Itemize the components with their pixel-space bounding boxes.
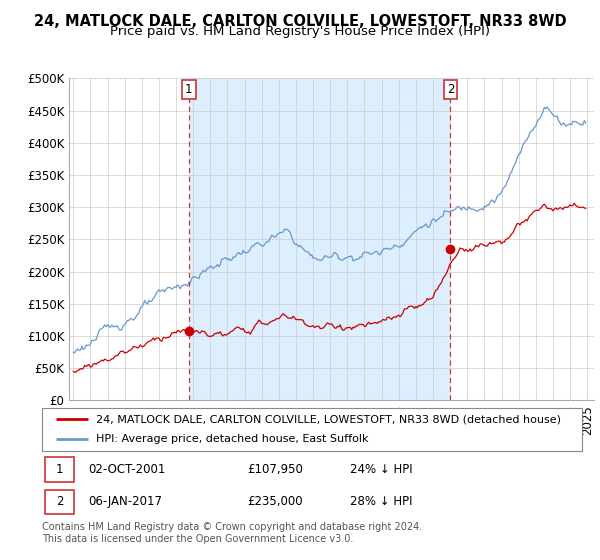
Text: 1: 1 bbox=[56, 463, 64, 476]
Text: 06-JAN-2017: 06-JAN-2017 bbox=[88, 496, 162, 508]
Text: Contains HM Land Registry data © Crown copyright and database right 2024.
This d: Contains HM Land Registry data © Crown c… bbox=[42, 522, 422, 544]
Bar bbox=[189, 78, 451, 400]
Text: 28% ↓ HPI: 28% ↓ HPI bbox=[350, 496, 412, 508]
Text: 1: 1 bbox=[185, 83, 193, 96]
FancyBboxPatch shape bbox=[45, 489, 74, 514]
Text: 2: 2 bbox=[56, 496, 64, 508]
Text: £107,950: £107,950 bbox=[247, 463, 303, 476]
FancyBboxPatch shape bbox=[42, 408, 582, 451]
Text: Price paid vs. HM Land Registry's House Price Index (HPI): Price paid vs. HM Land Registry's House … bbox=[110, 25, 490, 38]
Text: 24, MATLOCK DALE, CARLTON COLVILLE, LOWESTOFT, NR33 8WD (detached house): 24, MATLOCK DALE, CARLTON COLVILLE, LOWE… bbox=[96, 414, 561, 424]
Text: £235,000: £235,000 bbox=[247, 496, 303, 508]
Text: HPI: Average price, detached house, East Suffolk: HPI: Average price, detached house, East… bbox=[96, 434, 368, 444]
Text: 24, MATLOCK DALE, CARLTON COLVILLE, LOWESTOFT, NR33 8WD: 24, MATLOCK DALE, CARLTON COLVILLE, LOWE… bbox=[34, 14, 566, 29]
Text: 2: 2 bbox=[447, 83, 454, 96]
Text: 02-OCT-2001: 02-OCT-2001 bbox=[88, 463, 165, 476]
Text: 24% ↓ HPI: 24% ↓ HPI bbox=[350, 463, 412, 476]
FancyBboxPatch shape bbox=[45, 458, 74, 482]
